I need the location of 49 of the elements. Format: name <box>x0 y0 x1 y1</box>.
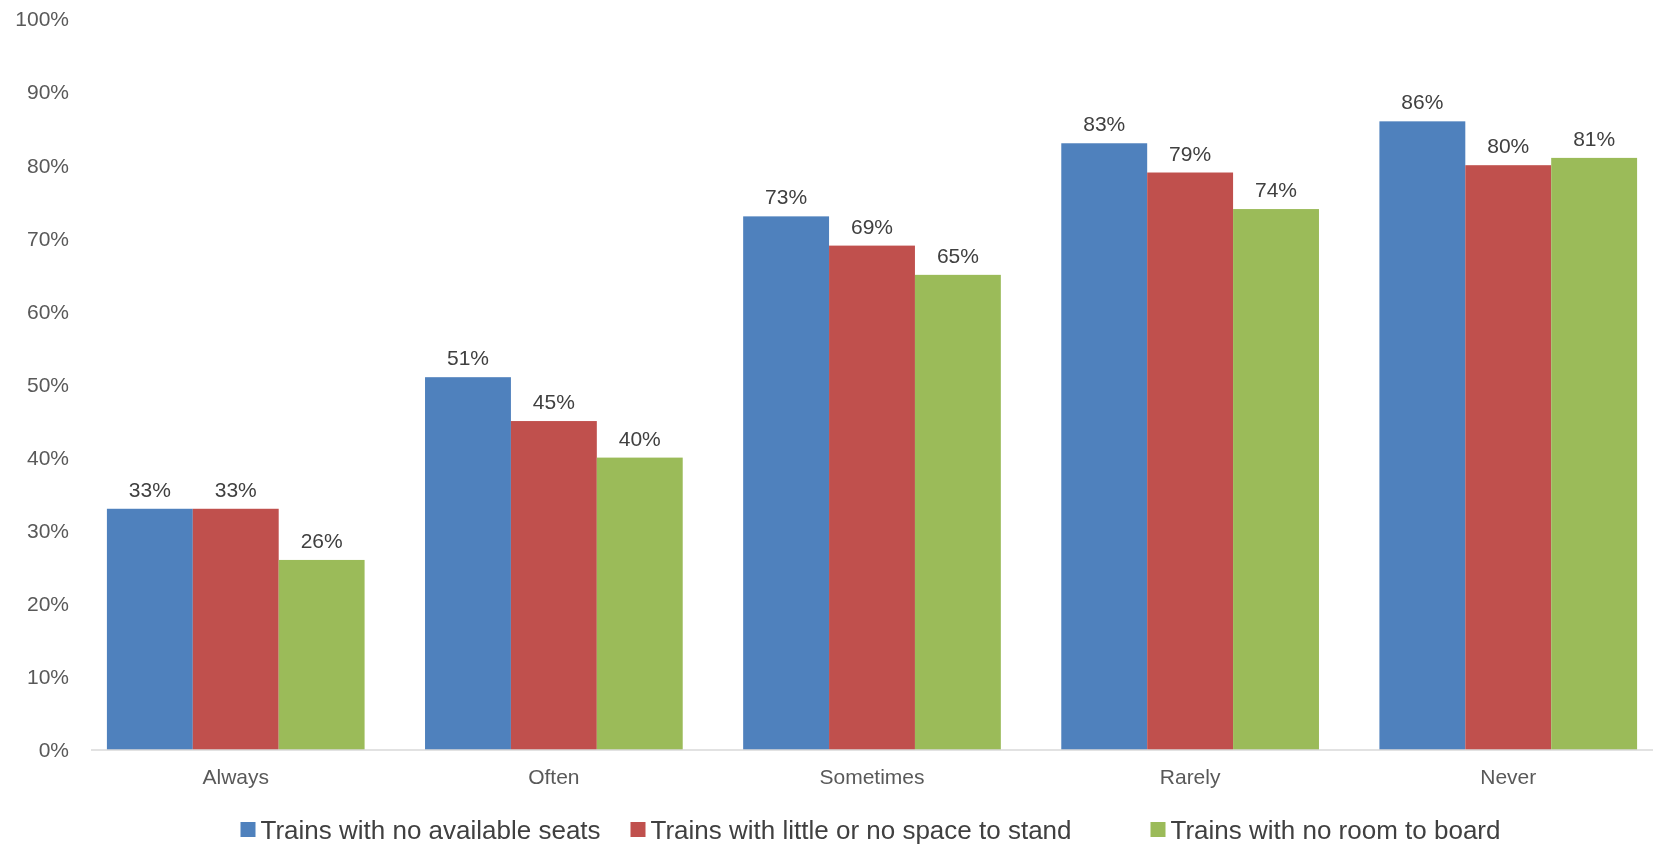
bar <box>596 457 683 750</box>
bar <box>914 274 1001 750</box>
bar <box>1061 143 1148 750</box>
y-tick-label: 90% <box>26 80 69 104</box>
legend-label: Trains with no available seats <box>260 815 601 846</box>
data-label: 26% <box>300 528 343 552</box>
bar <box>1465 165 1552 750</box>
data-label: 33% <box>128 477 171 501</box>
data-label: 65% <box>936 243 979 267</box>
bar <box>106 508 193 750</box>
x-tick-label: Never <box>1480 765 1537 788</box>
y-tick-label: 10% <box>26 665 69 689</box>
y-tick-label: 20% <box>26 592 69 616</box>
bar <box>192 508 279 750</box>
y-tick-label: 40% <box>26 445 69 469</box>
x-tick-label: Rarely <box>1159 765 1221 788</box>
x-tick-label: Always <box>202 765 270 788</box>
y-tick-label: 70% <box>26 226 69 250</box>
bar <box>425 377 511 750</box>
y-tick-label: 0% <box>38 738 69 762</box>
data-label: 81% <box>1573 126 1616 150</box>
bar <box>829 245 915 750</box>
y-tick-label: 80% <box>26 153 69 177</box>
x-tick-label: Sometimes <box>819 765 925 788</box>
legend-label: Trains with no room to board <box>1170 815 1501 846</box>
data-label: 79% <box>1169 141 1212 165</box>
bar <box>278 559 365 750</box>
x-tick-label: Often <box>528 765 580 788</box>
data-label: 83% <box>1083 112 1126 136</box>
bar <box>1551 157 1638 750</box>
data-label: 33% <box>214 477 257 501</box>
data-label: 40% <box>618 426 661 450</box>
bar <box>1379 121 1466 750</box>
data-label: 74% <box>1255 178 1298 202</box>
data-label: 45% <box>532 390 575 414</box>
legend-label: Trains with little or no space to stand <box>650 815 1072 846</box>
bar <box>743 216 830 750</box>
data-label: 86% <box>1401 90 1444 114</box>
y-tick-label: 30% <box>26 519 69 543</box>
bar <box>510 421 597 750</box>
bar <box>1233 209 1319 750</box>
bar <box>1147 172 1234 750</box>
data-label: 73% <box>765 185 808 209</box>
y-tick-label: 100% <box>15 7 69 31</box>
data-label: 69% <box>850 214 894 238</box>
y-tick-label: 50% <box>26 372 69 396</box>
y-tick-label: 60% <box>26 299 69 323</box>
data-label: 51% <box>446 346 489 370</box>
data-label: 80% <box>1487 134 1530 158</box>
